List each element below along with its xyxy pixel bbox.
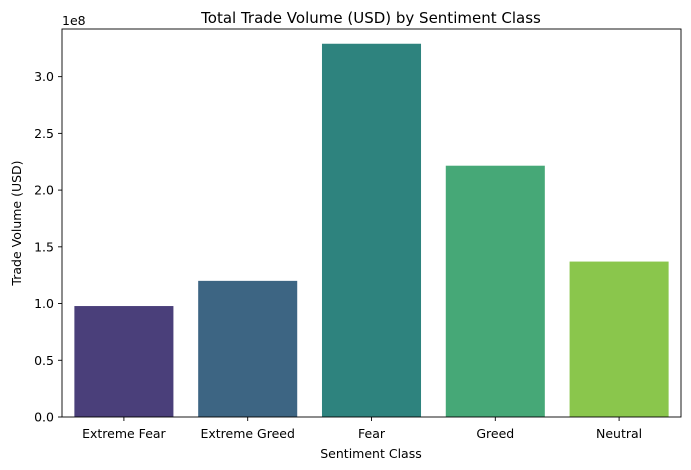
x-tick-label: Neutral	[596, 426, 642, 441]
y-tick-label: 1.5	[34, 239, 54, 254]
bar-extreme-greed	[198, 280, 298, 417]
x-tick-label: Extreme Fear	[82, 426, 166, 441]
x-axis-ticks: Extreme Fear Extreme Greed Fear Greed Neutra…	[82, 417, 642, 441]
x-tick-label: Fear	[358, 426, 386, 441]
y-tick-label: 3.0	[34, 69, 54, 84]
bars-group	[74, 43, 669, 418]
chart-title: Total Trade Volume (USD) by Sentiment Cl…	[200, 9, 541, 27]
y-tick-label: 0.5	[34, 353, 54, 368]
plot-frame	[61, 28, 682, 418]
bar-neutral	[569, 261, 669, 417]
bar-fear	[321, 43, 422, 418]
x-tick-label: Greed	[476, 426, 514, 441]
bar-extreme-fear	[74, 306, 174, 417]
y-axis-ticks: 0.0 0.5 1.0 1.5 2.0 2.5 3.0	[34, 69, 62, 425]
y-tick-label: 2.5	[34, 126, 54, 141]
y-axis-offset-label: 1e8	[62, 13, 86, 28]
y-tick-label: 2.0	[34, 183, 54, 198]
y-tick-label: 0.0	[34, 410, 54, 425]
x-tick-label: Extreme Greed	[200, 426, 294, 441]
bar-greed	[445, 165, 545, 417]
y-tick-label: 1.0	[34, 296, 54, 311]
y-axis-label: Trade Volume (USD)	[9, 160, 24, 286]
x-axis-label: Sentiment Class	[320, 446, 421, 461]
